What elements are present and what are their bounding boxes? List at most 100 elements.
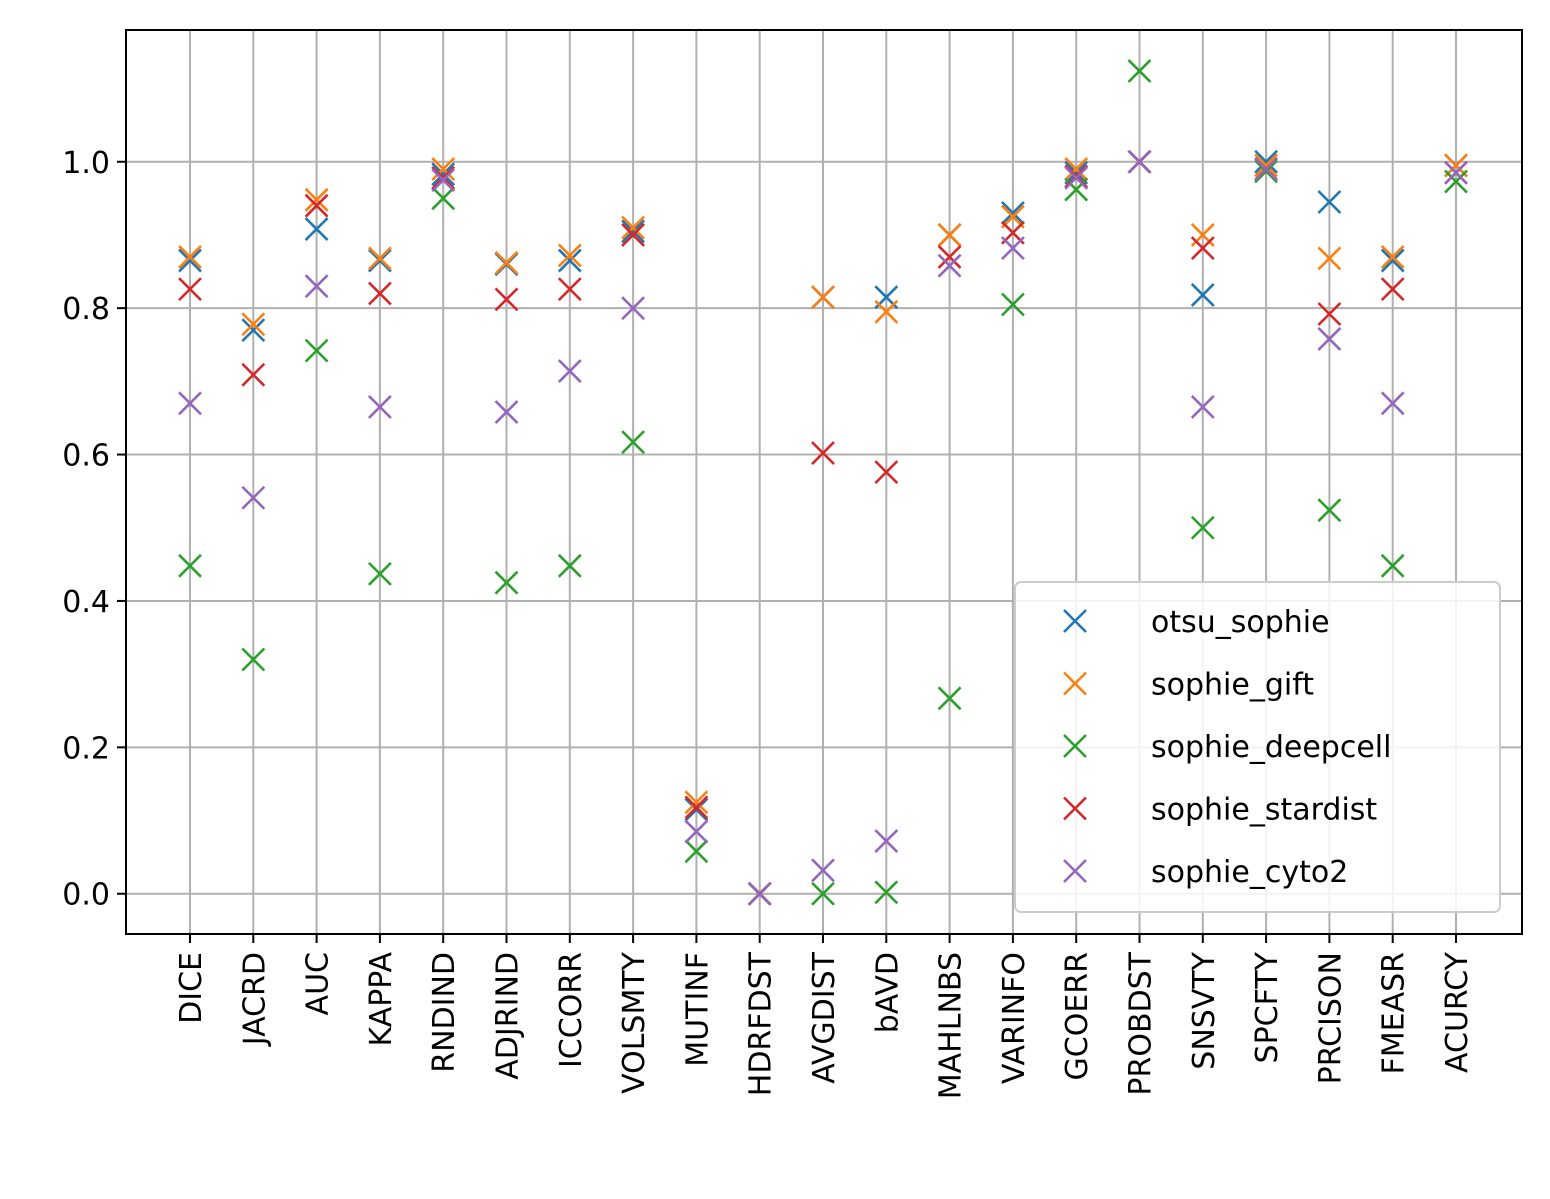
x-tick-label: ADJRIND [491, 952, 526, 1080]
x-tick-label: JACRD [237, 952, 272, 1047]
marker-stroke [1254, 159, 1279, 184]
data-point-sophie_stardist [621, 223, 646, 247]
marker-stroke [241, 318, 266, 343]
marker-stroke [811, 441, 835, 466]
marker-stroke [621, 296, 646, 321]
data-point-sophie_cyto2 [747, 881, 772, 906]
data-point-sophie_deepcell [494, 570, 519, 595]
marker-stroke [1380, 248, 1405, 273]
marker-stroke [178, 248, 202, 273]
legend-label: sophie_cyto2 [1151, 855, 1348, 890]
marker-stroke [1063, 734, 1087, 758]
marker-stroke [1317, 302, 1342, 326]
marker-stroke [557, 277, 582, 302]
marker-layer [178, 59, 1468, 906]
marker-stroke [431, 168, 456, 192]
marker-stroke [1254, 149, 1279, 174]
marker-stroke [304, 193, 329, 218]
marker-stroke [1190, 515, 1215, 540]
marker-stroke [241, 647, 266, 672]
marker-stroke [304, 338, 329, 363]
data-point-sophie_deepcell [304, 338, 329, 363]
data-point-sophie_deepcell [684, 839, 709, 864]
marker-stroke [1000, 292, 1025, 317]
x-tick-label: SNSVTY [1187, 951, 1222, 1069]
data-point-sophie_stardist [178, 277, 202, 302]
data-point-sophie_stardist [937, 244, 962, 269]
marker-stroke [874, 299, 899, 324]
data-point-sophie_gift [178, 244, 202, 269]
marker-stroke [1380, 277, 1405, 302]
x-tick-label: AVGDIST [807, 951, 842, 1083]
marker-stroke [1064, 160, 1089, 185]
x-tick-label: VARINFO [997, 952, 1032, 1084]
data-point-sophie_gift [1380, 244, 1405, 269]
data-point-sophie_stardist [1380, 277, 1405, 302]
data-point-sophie_stardist [874, 460, 899, 485]
x-tick-label: ICCORR [554, 952, 589, 1068]
data-point-otsu_sophie [1317, 190, 1342, 214]
x-tick-label: AUC [301, 952, 336, 1015]
data-point-sophie_cyto2 [494, 400, 519, 425]
data-point-sophie_deepcell [811, 881, 835, 906]
data-point-sophie_gift [367, 246, 392, 271]
marker-stroke [367, 561, 392, 586]
data-point-sophie_gift [621, 215, 646, 240]
marker-stroke [494, 400, 519, 425]
data-point-sophie_deepcell [1317, 498, 1342, 523]
data-point-sophie_cyto2 [621, 296, 646, 321]
marker-stroke [747, 881, 772, 906]
marker-stroke [811, 858, 835, 883]
marker-stroke [178, 553, 202, 578]
data-point-sophie_gift [874, 299, 899, 324]
data-point-sophie_deepcell [874, 880, 899, 905]
legend-label: sophie_stardist [1151, 793, 1377, 828]
marker-stroke [1380, 391, 1405, 416]
marker-stroke [557, 243, 582, 268]
data-point-sophie_stardist [1317, 302, 1342, 326]
marker-stroke [557, 359, 582, 384]
data-point-sophie_cyto2 [811, 858, 835, 883]
marker-stroke [367, 248, 392, 273]
marker-stroke [684, 797, 709, 822]
marker-stroke [684, 819, 709, 844]
x-tick-label: MAHLNBS [934, 952, 969, 1099]
marker-stroke [937, 244, 962, 269]
marker-stroke [684, 839, 709, 864]
data-point-sophie_gift [1254, 153, 1279, 178]
marker-stroke [494, 250, 519, 275]
marker-stroke [1317, 326, 1342, 351]
marker-stroke [1064, 165, 1089, 190]
y-tick-label: 0.2 [62, 731, 110, 766]
marker-stroke [1064, 157, 1089, 181]
data-point-sophie_cyto2 [1444, 160, 1468, 185]
marker-stroke [1254, 157, 1279, 181]
marker-stroke [178, 277, 202, 302]
marker-stroke [241, 312, 266, 337]
data-point-sophie_cyto2 [937, 253, 962, 278]
marker-stroke [494, 570, 519, 595]
marker-stroke [1380, 553, 1405, 578]
data-point-sophie_cyto2 [178, 391, 202, 416]
marker-stroke [557, 248, 582, 273]
marker-stroke [304, 187, 329, 212]
data-point-sophie_cyto2 [1127, 149, 1152, 174]
marker-stroke [367, 281, 392, 306]
y-tick-label: 0.8 [62, 292, 110, 327]
y-tick-label: 1.0 [62, 146, 110, 181]
marker-stroke [1317, 246, 1342, 271]
data-point-otsu_sophie [621, 219, 646, 244]
data-point-sophie_cyto2 [1254, 157, 1279, 181]
marker-stroke [431, 165, 456, 190]
data-point-sophie_stardist [811, 441, 835, 466]
marker-stroke [1063, 859, 1087, 883]
axis-layer: 0.0 0.2 0.4 0.6 0.8 1.0 DICE JACRD AUC KAPPA RNDIN… [62, 146, 1475, 1099]
x-tick-label: DICE [174, 952, 209, 1024]
marker-stroke [1000, 236, 1025, 261]
data-point-sophie_deepcell [367, 561, 392, 586]
y-tick-label: 0.4 [62, 585, 110, 620]
data-point-sophie_gift [557, 243, 582, 268]
data-point-sophie_deepcell [1190, 515, 1215, 540]
legend-label: otsu_sophie [1151, 605, 1330, 640]
